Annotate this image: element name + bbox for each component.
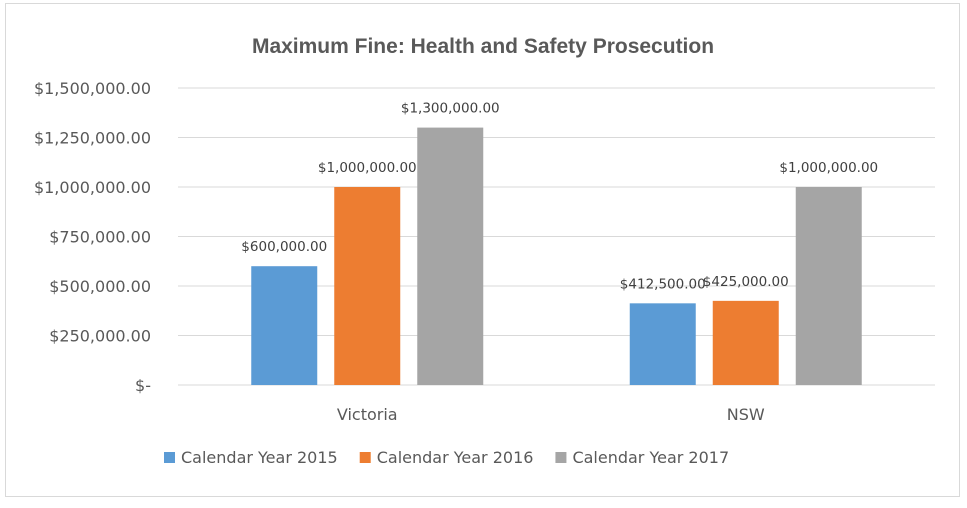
y-axis: $- $250,000.00 $500,000.00 $750,000.00 $1,00… xyxy=(34,79,151,395)
y-tick-label: $750,000.00 xyxy=(49,228,151,247)
data-label: $425,000.00 xyxy=(703,274,789,290)
bar xyxy=(417,127,484,385)
legend-swatch xyxy=(164,452,175,463)
data-labels: $600,000.00 $1,000,000.00 $1,300,000.00 $41… xyxy=(241,101,878,293)
bar xyxy=(795,187,862,385)
bar xyxy=(334,187,401,385)
legend-label: Calendar Year 2015 xyxy=(181,448,338,467)
legend-swatch xyxy=(555,452,567,463)
chart-title: Maximum Fine: Health and Safety Prosecut… xyxy=(252,35,714,58)
data-label: $600,000.00 xyxy=(241,239,327,255)
y-tick-label: $1,250,000.00 xyxy=(34,129,151,148)
y-tick-label: $500,000.00 xyxy=(49,277,151,296)
x-axis: Victoria NSW xyxy=(337,405,765,424)
legend-swatch xyxy=(359,452,371,463)
legend-label: Calendar Year 2017 xyxy=(572,448,729,467)
data-label: $1,000,000.00 xyxy=(318,160,417,176)
legend-label: Calendar Year 2016 xyxy=(377,448,534,467)
data-label: $412,500.00 xyxy=(620,276,706,292)
y-tick-label: $250,000.00 xyxy=(49,327,151,346)
x-category-label: Victoria xyxy=(337,405,398,424)
y-tick-label: $1,000,000.00 xyxy=(34,178,151,197)
legend: Calendar Year 2015 Calendar Year 2016 Cale… xyxy=(164,448,729,467)
bars xyxy=(251,127,862,385)
x-category-label: NSW xyxy=(727,405,765,424)
data-label: $1,300,000.00 xyxy=(401,101,500,117)
bar xyxy=(712,300,779,385)
bar xyxy=(629,303,696,385)
y-tick-label: $1,500,000.00 xyxy=(34,79,151,98)
y-tick-label: $- xyxy=(135,376,151,395)
bar xyxy=(251,266,318,385)
data-label: $1,000,000.00 xyxy=(779,160,878,176)
